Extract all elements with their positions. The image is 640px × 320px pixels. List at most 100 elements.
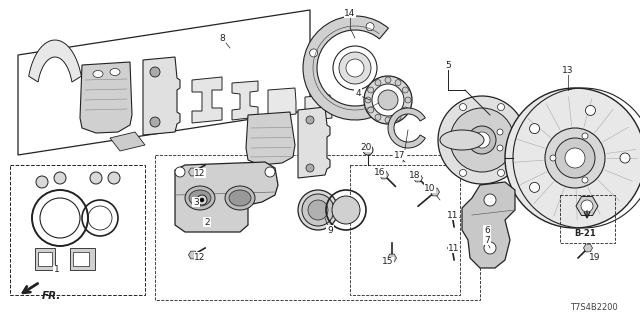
Text: 3: 3 (193, 197, 199, 206)
Circle shape (440, 137, 447, 143)
Circle shape (265, 167, 275, 177)
Text: 16: 16 (374, 167, 386, 177)
Text: 14: 14 (344, 9, 356, 18)
Polygon shape (189, 251, 198, 259)
Circle shape (497, 104, 504, 111)
Circle shape (529, 182, 540, 192)
Circle shape (395, 114, 401, 120)
Circle shape (395, 80, 401, 86)
Circle shape (529, 124, 540, 134)
Text: 20: 20 (360, 142, 372, 151)
Circle shape (586, 201, 595, 211)
Text: 19: 19 (589, 252, 601, 261)
Circle shape (306, 116, 314, 124)
Circle shape (54, 172, 66, 184)
Circle shape (310, 49, 317, 57)
Bar (560, 195, 615, 243)
Polygon shape (29, 40, 81, 82)
Circle shape (620, 153, 630, 163)
Circle shape (365, 97, 371, 103)
Polygon shape (192, 77, 222, 123)
Polygon shape (175, 162, 278, 232)
Text: 11: 11 (447, 211, 459, 220)
Circle shape (197, 195, 207, 205)
Wedge shape (303, 16, 388, 120)
Circle shape (586, 106, 595, 116)
Polygon shape (298, 107, 330, 178)
Circle shape (150, 117, 160, 127)
Ellipse shape (185, 186, 215, 210)
Circle shape (385, 77, 391, 83)
Bar (38, 252, 52, 266)
Text: 9: 9 (327, 226, 333, 235)
Ellipse shape (378, 90, 398, 110)
Circle shape (175, 167, 185, 177)
Ellipse shape (364, 76, 412, 124)
Ellipse shape (308, 200, 328, 220)
Text: 13: 13 (563, 66, 573, 75)
Circle shape (200, 198, 204, 202)
Text: 5: 5 (445, 60, 451, 69)
Polygon shape (380, 171, 388, 179)
Ellipse shape (565, 148, 585, 168)
Circle shape (339, 52, 371, 84)
Polygon shape (189, 168, 198, 176)
Circle shape (333, 46, 377, 90)
Polygon shape (447, 211, 456, 219)
Circle shape (108, 172, 120, 184)
Circle shape (90, 172, 102, 184)
Text: B-21: B-21 (574, 229, 596, 238)
Circle shape (375, 114, 381, 120)
Bar (155, 155, 480, 300)
Polygon shape (110, 132, 145, 151)
Polygon shape (388, 108, 426, 148)
Bar (73, 252, 89, 266)
Polygon shape (268, 88, 296, 117)
Polygon shape (387, 254, 397, 262)
Circle shape (366, 23, 374, 31)
Circle shape (497, 129, 503, 135)
Circle shape (375, 80, 381, 86)
Circle shape (460, 104, 467, 111)
Text: T7S4B2200: T7S4B2200 (570, 303, 618, 312)
Polygon shape (70, 248, 95, 270)
Text: 7: 7 (484, 236, 490, 244)
Polygon shape (584, 244, 593, 252)
Polygon shape (35, 248, 55, 270)
Polygon shape (80, 62, 132, 133)
Ellipse shape (555, 138, 595, 178)
Text: 18: 18 (409, 171, 420, 180)
Circle shape (484, 194, 496, 206)
Circle shape (461, 137, 467, 143)
Circle shape (582, 177, 588, 183)
Polygon shape (18, 10, 310, 155)
Bar (10, 165, 145, 295)
Circle shape (367, 107, 374, 113)
Text: 17: 17 (394, 150, 406, 159)
Circle shape (403, 107, 408, 113)
Circle shape (460, 169, 467, 176)
Text: FR.: FR. (42, 291, 61, 301)
Bar (350, 165, 460, 295)
Circle shape (367, 87, 374, 93)
Text: 1: 1 (54, 266, 60, 275)
Circle shape (581, 200, 593, 212)
Text: 6: 6 (484, 226, 490, 235)
Ellipse shape (298, 190, 338, 230)
Text: 2: 2 (204, 218, 210, 227)
Polygon shape (413, 174, 422, 182)
Circle shape (36, 176, 48, 188)
Ellipse shape (545, 128, 605, 188)
Circle shape (346, 59, 364, 77)
Circle shape (150, 67, 160, 77)
Ellipse shape (225, 186, 255, 210)
Ellipse shape (372, 84, 404, 116)
Ellipse shape (474, 132, 490, 148)
Ellipse shape (302, 194, 334, 226)
Ellipse shape (110, 68, 120, 76)
Polygon shape (232, 81, 258, 120)
Polygon shape (576, 196, 598, 216)
Circle shape (306, 164, 314, 172)
Circle shape (516, 137, 524, 143)
Polygon shape (246, 112, 295, 165)
